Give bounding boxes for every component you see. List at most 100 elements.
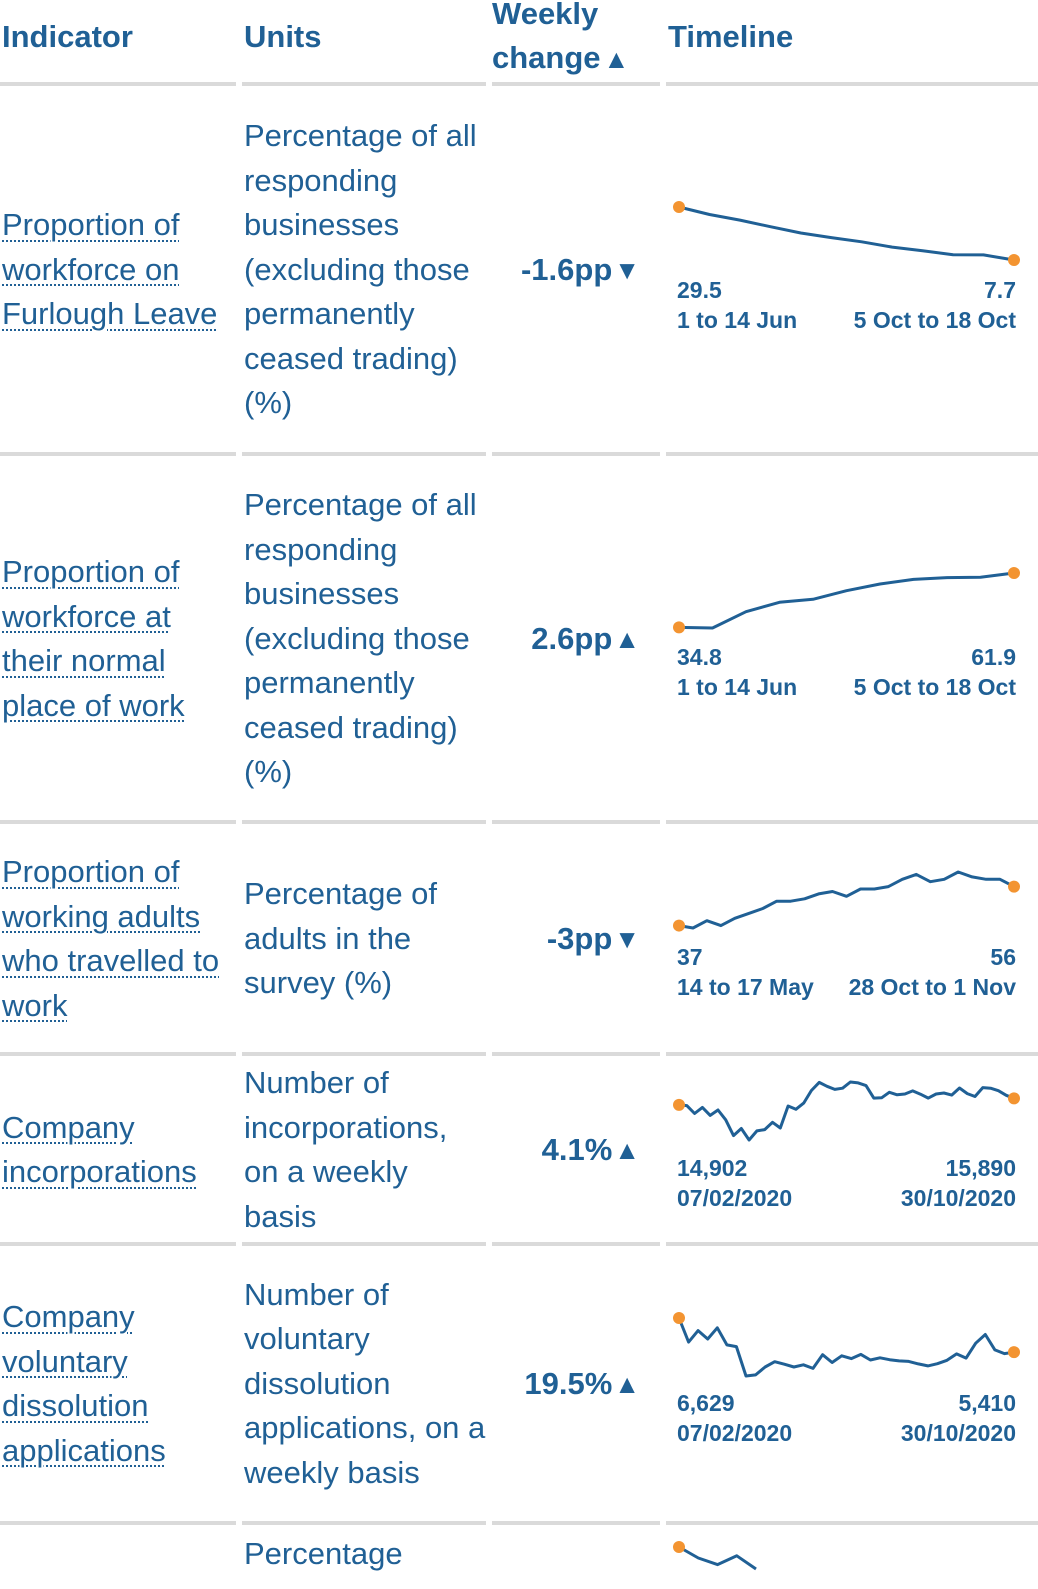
- change-up-icon: ▲: [614, 1134, 640, 1165]
- sparkline-path: [678, 205, 1015, 262]
- divider: [242, 1521, 486, 1525]
- change-value: -1.6pp: [520, 252, 613, 287]
- divider: [0, 1242, 236, 1246]
- end-period: 30/10/2020: [900, 1185, 1016, 1211]
- end-point-marker: [1008, 880, 1020, 893]
- timeline-cell: 37 14 to 17 May 56 28 Oct to 1 Nov: [666, 824, 1038, 1054]
- header-timeline[interactable]: Timeline: [666, 0, 1038, 82]
- start-value: 37: [677, 944, 703, 970]
- divider: [492, 452, 660, 456]
- change-value: 19.5%: [524, 1366, 613, 1401]
- header-units[interactable]: Units: [242, 0, 486, 82]
- start-point-marker: [673, 1541, 685, 1553]
- start-period: 14 to 17 May: [677, 974, 814, 1000]
- sort-ascending-icon: ▲: [603, 44, 630, 74]
- start-point-marker: [673, 919, 685, 932]
- sparkline: [673, 1312, 1020, 1378]
- table-row: Proportion of working adults who travell…: [0, 824, 1038, 1054]
- weekly-change: 4.1% ▲: [492, 1056, 640, 1244]
- end-point-marker: [1008, 1092, 1020, 1105]
- start-point-marker: [673, 1098, 685, 1111]
- start-value: 29.5: [677, 277, 722, 303]
- divider: [242, 452, 486, 456]
- divider: [666, 1052, 1038, 1056]
- timeline-cell: 29.5 1 to 14 Jun 7.7 5 Oct to 18 Oct: [666, 86, 1038, 454]
- change-up-icon: ▲: [614, 1368, 640, 1399]
- timeline-end: 15,890 30/10/2020: [901, 1153, 1016, 1213]
- weekly-change: 2.6pp ▲: [492, 456, 640, 822]
- end-value: 56: [990, 944, 1016, 970]
- end-period: 5 Oct to 18 Oct: [853, 674, 1016, 700]
- divider: [0, 820, 236, 824]
- end-value: 5,410: [958, 1390, 1016, 1416]
- header-weekly-change-text: Weekly change ▲: [492, 0, 660, 81]
- change-up-icon: ▲: [614, 623, 640, 654]
- timeline-end: 56 28 Oct to 1 Nov: [849, 942, 1016, 1002]
- header-timeline-label: Timeline: [668, 19, 794, 54]
- indicator-link[interactable]: Company incorporations: [2, 1109, 197, 1190]
- start-period: 07/02/2020: [677, 1185, 793, 1211]
- divider: [0, 1052, 236, 1056]
- sparkline-path: [678, 870, 1015, 930]
- units-text: Number of incorporations, on a weekly ba…: [244, 1065, 448, 1234]
- end-value: 15,890: [945, 1155, 1016, 1181]
- start-period: 07/02/2020: [677, 1420, 793, 1446]
- timeline-start: 29.5 1 to 14 Jun: [677, 275, 797, 335]
- divider: [492, 1242, 660, 1246]
- header-weekly-change[interactable]: Weekly change ▲: [492, 0, 660, 82]
- weekly-change: -3pp ▼: [492, 824, 640, 1054]
- change-value: -3pp: [546, 921, 613, 956]
- divider: [242, 1242, 486, 1246]
- sparkline: [673, 1080, 1020, 1142]
- indicator-link[interactable]: Proportion of workforce at their normal …: [2, 554, 185, 723]
- start-value: 14,902: [677, 1155, 748, 1181]
- weekly-change: 19.5% ▲: [492, 1246, 640, 1522]
- table-header: Indicator Units Weekly change ▲ Timeline: [0, 0, 1038, 82]
- end-period: 5 Oct to 18 Oct: [853, 307, 1016, 333]
- timeline-cell: 34.8 1 to 14 Jun 61.9 5 Oct to 18 Oct: [666, 456, 1038, 822]
- end-point-marker: [1008, 254, 1020, 266]
- sparkline-path: [678, 571, 1015, 630]
- start-point-marker: [673, 1312, 685, 1324]
- timeline-cell: [666, 1524, 1038, 1589]
- timeline-start: 14,902 07/02/2020: [677, 1153, 792, 1213]
- table-row: Company voluntary dissolution applicatio…: [0, 1246, 1038, 1522]
- change-down-icon: ▼: [614, 923, 640, 954]
- timeline-start: 34.8 1 to 14 Jun: [677, 642, 797, 702]
- indicator-link[interactable]: Company voluntary dissolution applicatio…: [2, 1299, 166, 1468]
- change-value: 2.6pp: [531, 621, 613, 656]
- divider: [666, 820, 1038, 824]
- units-text: Percentage: [244, 1536, 403, 1571]
- table-row: Percentage: [0, 1524, 1038, 1589]
- timeline-start: 37 14 to 17 May: [677, 942, 814, 1002]
- header-indicator[interactable]: Indicator: [0, 0, 236, 82]
- weekly-change: -1.6pp ▼: [492, 86, 640, 454]
- timeline-cell: 14,902 07/02/2020 15,890 30/10/2020: [666, 1056, 1038, 1244]
- table-row: Proportion of workforce on Furlough Leav…: [0, 86, 1038, 454]
- sparkline-path: [677, 1317, 1015, 1378]
- sparkline-path: [678, 1080, 1015, 1142]
- timeline-start: 6,629 07/02/2020: [677, 1388, 792, 1448]
- start-point-marker: [673, 621, 685, 634]
- divider: [666, 1521, 1038, 1525]
- timeline-cell: 6,629 07/02/2020 5,410 30/10/2020: [666, 1246, 1038, 1522]
- start-value: 6,629: [677, 1390, 735, 1416]
- divider: [242, 820, 486, 824]
- header-units-label: Units: [244, 19, 322, 54]
- divider: [0, 82, 236, 86]
- divider: [492, 1052, 660, 1056]
- start-point-marker: [673, 201, 685, 213]
- divider: [666, 82, 1038, 86]
- indicator-link[interactable]: Proportion of working adults who travell…: [2, 854, 220, 1023]
- change-down-icon: ▼: [614, 254, 640, 285]
- divider: [666, 1242, 1038, 1246]
- divider: [492, 82, 660, 86]
- divider: [242, 1052, 486, 1056]
- units-text: Number of voluntary dissolution applicat…: [244, 1276, 486, 1490]
- timeline-end: 61.9 5 Oct to 18 Oct: [854, 642, 1016, 702]
- divider: [666, 452, 1038, 456]
- sparkline-path: [678, 1545, 757, 1571]
- end-point-marker: [1008, 1346, 1020, 1359]
- indicator-link[interactable]: Proportion of workforce on Furlough Leav…: [2, 207, 218, 332]
